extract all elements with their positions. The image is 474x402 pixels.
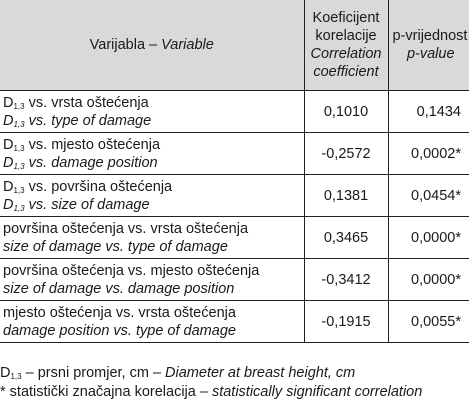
row-en-pre: D [3,112,14,129]
row-pvalue: 0,0000* [387,216,469,259]
row-hr-sub: 1,3 [13,101,25,111]
row-hr-sub: 1,3 [13,185,25,195]
footnote-d-pre: D [0,365,11,381]
table-row: površina oštećenja vs. mjesto oštećenja … [0,258,469,301]
footnote-d-sub: 1,3 [10,372,22,381]
row-variable-en: damage position vs. type of damage [3,322,236,339]
row-variable-en: size of damage vs. damage position [3,280,235,297]
row-variable: D1,3 vs. mjesto oštećenja D1,3 vs. damag… [0,132,305,175]
table-footnotes: D1,3 – prsni promjer, cm – Diameter at b… [0,364,474,402]
row-correlation: -0,3412 [303,258,389,301]
footnote-diameter: D1,3 – prsni promjer, cm – Diameter at b… [0,364,474,383]
header-variable-hr: Varijabla – [89,37,162,53]
header-correlation-hr1: Koeficijent [312,10,380,26]
header-correlation: Koeficijent korelacije Correlation coeff… [303,0,389,91]
row-hr-sub: 1,3 [13,143,25,153]
row-pvalue: 0,0454* [387,174,469,217]
row-pvalue: 0,0002* [387,132,469,175]
row-hr-post: vs. mjesto oštećenja [24,136,161,153]
row-variable-hr: D1,3 vs. mjesto oštećenja [3,136,304,154]
table-row: D1,3 vs. vrsta oštećenja D1,3 vs. type o… [0,90,469,133]
row-variable: površina oštećenja vs. mjesto oštećenja … [0,258,305,301]
header-pvalue-hr: p-vrijednost [392,28,468,44]
row-correlation: -0,1915 [303,300,389,343]
table-header-row: Varijabla – Variable Koeficijent korelac… [0,0,469,91]
footnote-d-en: Diameter at breast height, cm [165,365,356,381]
row-en-sub: 1,3 [13,203,25,213]
row-hr-pre: D [3,136,14,153]
table-row: površina oštećenja vs. vrsta oštećenja s… [0,216,469,259]
footnote-sig-en: statistically significant correlation [211,384,423,400]
row-variable-hr: površina oštećenja vs. mjesto oštećenja [3,262,260,279]
row-en-pre: D [3,154,14,171]
header-variable: Varijabla – Variable [0,0,305,91]
row-en-sub: 1,3 [13,161,25,171]
row-pvalue: 0,0000* [387,258,469,301]
header-pvalue-en: p-value [406,46,455,62]
row-en-pre: D [3,196,14,213]
row-hr-post: vs. površina oštećenja [24,178,173,195]
header-correlation-en1: Correlation [310,46,382,62]
row-correlation: 0,3465 [303,216,389,259]
row-correlation: 0,1381 [303,174,389,217]
row-variable: D1,3 vs. vrsta oštećenja D1,3 vs. type o… [0,90,305,133]
row-variable-hr: D1,3 vs. površina oštećenja [3,178,304,196]
row-pvalue: 0,0055* [387,300,469,343]
row-pvalue: 0,1434 [387,90,469,133]
row-variable: mjesto oštećenja vs. vrsta oštećenja dam… [0,300,305,343]
row-variable: D1,3 vs. površina oštećenja D1,3 vs. siz… [0,174,305,217]
row-correlation: 0,1010 [303,90,389,133]
table-row: mjesto oštećenja vs. vrsta oštećenja dam… [0,300,469,343]
table-row: D1,3 vs. površina oštećenja D1,3 vs. siz… [0,174,469,217]
footnote-significance: * statistički značajna korelacija – stat… [0,383,474,402]
row-hr-post: vs. vrsta oštećenja [24,94,149,111]
row-en-post: vs. damage position [24,154,158,171]
header-pvalue: p-vrijednost p-value [387,0,469,91]
row-variable: površina oštećenja vs. vrsta oštećenja s… [0,216,305,259]
row-correlation: -0,2572 [303,132,389,175]
row-variable-hr: mjesto oštećenja vs. vrsta oštećenja [3,304,236,321]
row-variable-en: D1,3 vs. type of damage [3,112,304,130]
row-variable-en: D1,3 vs. size of damage [3,196,304,214]
row-variable-hr: površina oštećenja vs. vrsta oštećenja [3,220,249,237]
header-correlation-hr2: korelacije [315,28,377,44]
header-correlation-en2: coefficient [313,64,379,80]
header-variable-en: Variable [161,37,214,53]
row-variable-en: D1,3 vs. damage position [3,154,304,172]
row-hr-pre: D [3,178,14,195]
footnote-d-hr: – prsni promjer, cm – [21,365,166,381]
correlation-table: Varijabla – Variable Koeficijent korelac… [0,0,469,343]
row-en-post: vs. type of damage [24,112,152,129]
row-hr-pre: D [3,94,14,111]
row-en-post: vs. size of damage [24,196,150,213]
row-variable-en: size of damage vs. type of damage [3,238,228,255]
row-en-sub: 1,3 [13,119,25,129]
footnote-sig-hr: * statistički značajna korelacija – [0,384,212,400]
row-variable-hr: D1,3 vs. vrsta oštećenja [3,94,304,112]
table-row: D1,3 vs. mjesto oštećenja D1,3 vs. damag… [0,132,469,175]
